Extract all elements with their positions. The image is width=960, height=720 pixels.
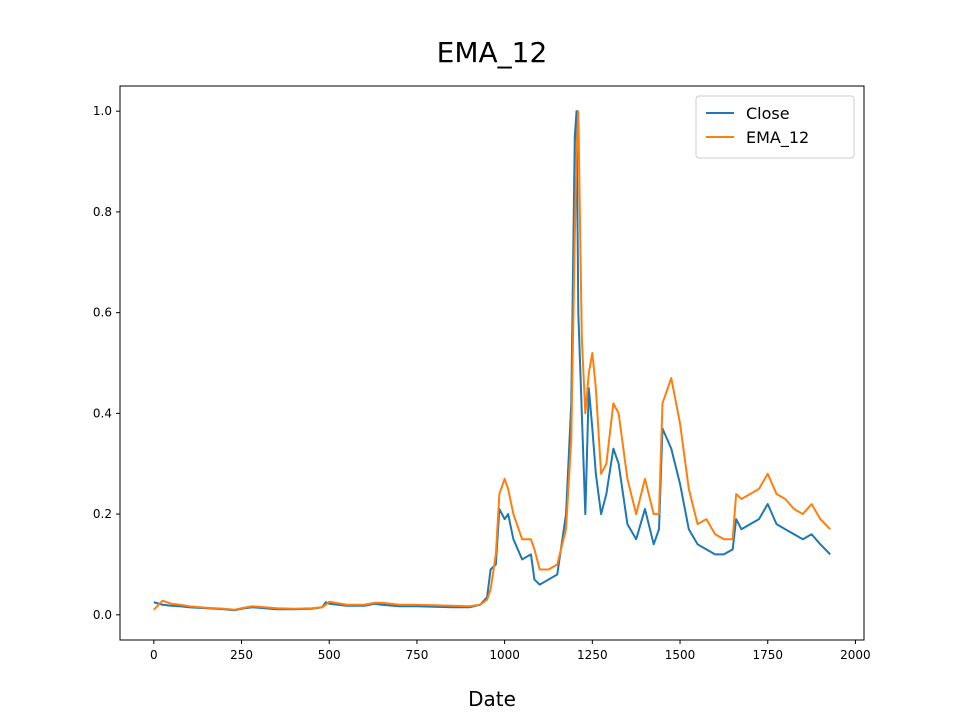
x-tick-label: 1500: [665, 648, 696, 662]
chart-title: EMA_12: [437, 36, 548, 69]
plot-frame: [119, 85, 865, 641]
y-tick-label: 0.6: [93, 306, 112, 320]
legend-label: EMA_12: [746, 128, 809, 148]
legend-label: Close: [746, 104, 790, 123]
x-axis-label: Date: [468, 687, 516, 711]
y-tick-label: 0.4: [93, 406, 112, 420]
x-tick-label: 2000: [840, 648, 871, 662]
x-tick-label: 1250: [577, 648, 608, 662]
x-tick-label: 1000: [489, 648, 520, 662]
x-tick-label: 1750: [752, 648, 783, 662]
x-tick-label: 750: [405, 648, 428, 662]
line-series: [153, 110, 831, 611]
line-series: [153, 110, 831, 612]
y-tick-label: 1.0: [93, 104, 112, 118]
y-tick-label: 0.8: [93, 205, 112, 219]
y-tick-label: 0.0: [93, 608, 112, 622]
x-tick-label: 0: [150, 648, 158, 662]
x-tick-label: 250: [230, 648, 253, 662]
y-tick-label: 0.2: [93, 507, 112, 521]
legend-box: [695, 95, 855, 159]
x-tick-label: 500: [318, 648, 341, 662]
